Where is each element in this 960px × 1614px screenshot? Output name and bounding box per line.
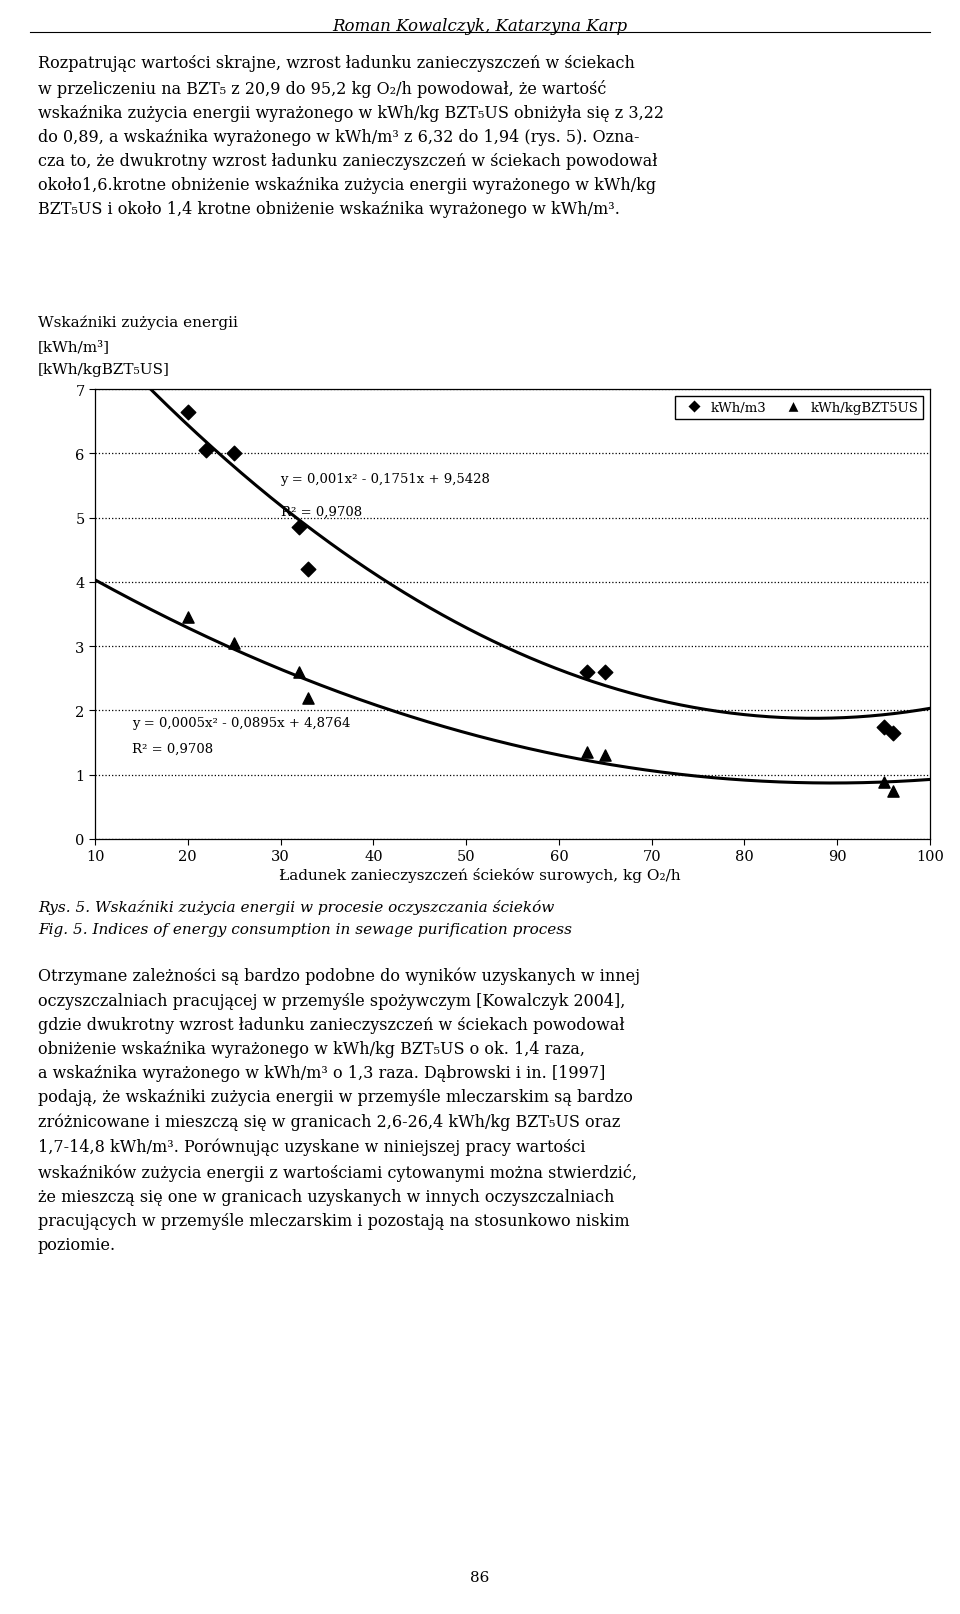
Point xyxy=(885,720,900,746)
Text: Roman Kowalczyk, Katarzyna Karp: Roman Kowalczyk, Katarzyna Karp xyxy=(332,18,628,36)
Point xyxy=(300,686,316,712)
Text: y = 0,001x² - 0,1751x + 9,5428: y = 0,001x² - 0,1751x + 9,5428 xyxy=(280,473,491,486)
Point xyxy=(227,441,242,466)
Point xyxy=(227,631,242,657)
Text: Rys. 5. Wskaźniki zużycia energii w procesie oczyszczania ścieków: Rys. 5. Wskaźniki zużycia energii w proc… xyxy=(38,899,554,915)
Point xyxy=(292,515,307,541)
Text: 86: 86 xyxy=(470,1570,490,1583)
Text: Ładunek zanieczyszczeń ścieków surowych, kg O₂/h: Ładunek zanieczyszczeń ścieków surowych,… xyxy=(279,867,681,883)
Point xyxy=(292,660,307,686)
Point xyxy=(579,660,594,686)
Point xyxy=(579,739,594,765)
Text: Rozpatrując wartości skrajne, wzrost ładunku zanieczyszczeń w ściekach
w przelic: Rozpatrując wartości skrajne, wzrost ład… xyxy=(38,55,664,218)
Point xyxy=(180,399,196,424)
Text: [kWh/kgBZT₅US]: [kWh/kgBZT₅US] xyxy=(38,363,170,376)
Point xyxy=(180,605,196,631)
Point xyxy=(876,770,891,796)
Text: Wskaźniki zużycia energii: Wskaźniki zużycia energii xyxy=(38,315,238,329)
Point xyxy=(597,742,612,768)
Point xyxy=(876,713,891,739)
Point xyxy=(597,660,612,686)
Text: R² = 0,9708: R² = 0,9708 xyxy=(132,742,213,755)
Text: Otrzymane zależności są bardzo podobne do wyników uzyskanych w innej
oczyszczaln: Otrzymane zależności są bardzo podobne d… xyxy=(38,967,640,1254)
Text: Fig. 5. Indices of energy consumption in sewage purification process: Fig. 5. Indices of energy consumption in… xyxy=(38,923,572,936)
Point xyxy=(199,437,214,463)
Text: [kWh/m³]: [kWh/m³] xyxy=(38,341,110,353)
Point xyxy=(885,778,900,804)
Text: y = 0,0005x² - 0,0895x + 4,8764: y = 0,0005x² - 0,0895x + 4,8764 xyxy=(132,717,350,730)
Point xyxy=(300,557,316,583)
Text: R² = 0,9708: R² = 0,9708 xyxy=(280,505,362,518)
Legend: kWh/m3, kWh/kgBZT5US: kWh/m3, kWh/kgBZT5US xyxy=(675,397,924,420)
